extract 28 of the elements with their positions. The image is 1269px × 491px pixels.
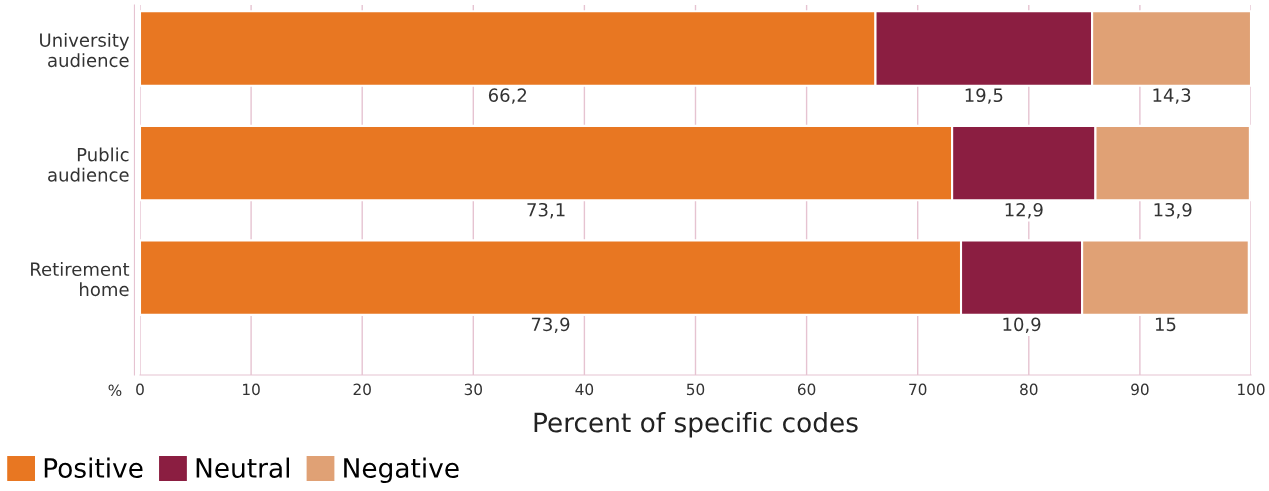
x-tick-label: 30 [464,383,483,396]
data-label: 15 [1155,317,1176,332]
x-axis-title: Percent of specific codes [534,412,858,438]
data-label: 66,2 [488,88,527,104]
y-tick-label: University audience [40,32,130,68]
data-label: 12,9 [1005,202,1043,219]
x-tick-label: 20 [353,383,371,396]
y-tick-label: Public audience [48,147,129,182]
x-tick-label: 60 [797,383,816,396]
data-label: 14,3 [1153,88,1191,104]
text: % [108,384,122,397]
legend-label: Positive [44,457,143,478]
data-label: 10,9 [1003,317,1041,333]
x-tick-label: 50 [686,383,705,396]
legend-label: Negative [344,457,459,484]
x-tick-label: 70 [909,383,927,396]
x-tick-label: 40 [575,383,594,396]
x-tick-label: 10 [243,383,260,396]
x-tick-label: 90 [1131,383,1149,396]
y-tick-label: Retirement home [31,262,130,297]
data-label: 19,5 [965,88,1003,104]
legend-label: Neutral [196,457,289,478]
data-label: 13,9 [1154,202,1192,219]
x-tick-label: 0 [136,383,144,396]
x-tick-label: 80 [1020,383,1038,396]
data-label: 73,1 [527,202,565,219]
x-tick-label: 100 [1238,383,1265,396]
data-label: 73,9 [531,317,570,333]
